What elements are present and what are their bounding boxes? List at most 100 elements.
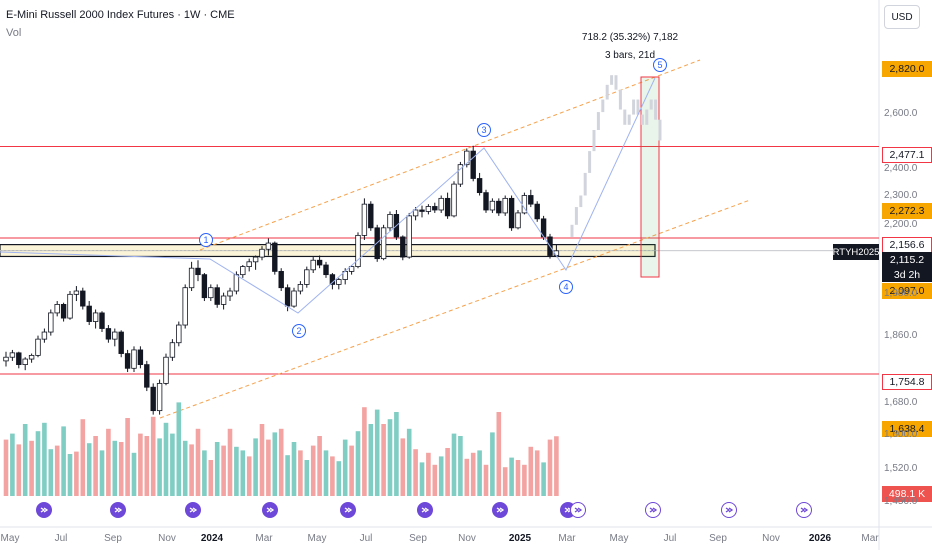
projection-candle (654, 99, 658, 120)
candle-body (73, 290, 80, 295)
volume-bar (278, 428, 284, 496)
volume-bar (406, 428, 412, 496)
dividend-event-icon[interactable] (721, 502, 737, 518)
candle-body (259, 248, 265, 258)
volume-bar (259, 424, 265, 496)
candle-body (316, 259, 323, 266)
volume-bar (214, 442, 220, 496)
candle-body (425, 206, 432, 212)
volume-bar (29, 440, 34, 496)
price-tag: 2,156.6 (882, 237, 932, 253)
volume-bar (266, 439, 271, 496)
volume-bar (387, 419, 393, 496)
time-axis-label: Jul (54, 533, 68, 544)
price-axis-label: 1,680.0 (884, 397, 918, 408)
price-axis-label: 1,980.0 (884, 288, 918, 299)
volume-bar (522, 464, 527, 496)
dividend-event-icon[interactable] (36, 502, 52, 518)
time-axis-label: Mar (861, 533, 879, 544)
candle-body (156, 382, 163, 412)
volume-bar (490, 432, 495, 496)
dividend-event-icon[interactable] (417, 502, 433, 518)
channel-lower-line (159, 199, 751, 419)
wave-label-2: 2 (292, 324, 306, 338)
projection-candle (610, 75, 614, 85)
volume-bar (483, 464, 489, 496)
volume-bar (16, 444, 22, 496)
candle-body (195, 267, 201, 276)
candle-body (124, 353, 131, 369)
volume-bar (502, 467, 508, 496)
projection-candle (649, 99, 653, 110)
price-axis-label: 2,400.0 (884, 163, 918, 174)
volume-bar (464, 458, 470, 496)
candle-body (432, 206, 438, 211)
price-axis-label: 1,450.0 (884, 496, 918, 507)
time-axis-label: 2025 (508, 533, 532, 544)
time-axis-label: Nov (158, 533, 176, 544)
candle-body (214, 287, 220, 305)
currency-button[interactable]: USD (884, 5, 920, 29)
dividend-event-icon[interactable] (796, 502, 812, 518)
candle-body (105, 328, 112, 340)
candle-body (3, 356, 9, 362)
volume-bar (554, 436, 559, 496)
candle-body (412, 209, 419, 217)
volume-bar (419, 462, 425, 496)
price-axis-label: 1,860.0 (884, 330, 918, 341)
volume-bar (336, 461, 342, 496)
volume-bar (61, 426, 66, 496)
candle-body (246, 261, 252, 267)
candle-body (534, 203, 540, 220)
candle-body (144, 364, 150, 388)
dividend-event-icon[interactable] (492, 502, 508, 518)
candle-body (355, 234, 361, 267)
volume-bar (125, 418, 130, 496)
candle-body (284, 287, 291, 307)
candle-body (54, 304, 60, 314)
candle-body (464, 150, 470, 166)
volume-bar (509, 457, 514, 496)
elliott-wave-path (0, 77, 656, 314)
dividend-event-icon[interactable] (645, 502, 661, 518)
dividend-event-icon[interactable] (262, 502, 278, 518)
candle-body (483, 192, 489, 211)
candle-body (419, 209, 425, 212)
price-tag: 498.1 K (882, 486, 932, 502)
projection-candle (623, 109, 627, 125)
volume-bar (176, 402, 182, 496)
channel-upper-line (199, 59, 701, 251)
volume-bar (400, 438, 406, 496)
candle-body (99, 312, 105, 329)
projection-candle (658, 119, 662, 141)
dividend-event-icon[interactable] (185, 502, 201, 518)
time-axis-label: May (609, 533, 629, 544)
price-tag: 2,272.3 (882, 203, 932, 219)
candle-body (131, 349, 137, 369)
volume-bar (227, 428, 233, 496)
projection-candle (601, 99, 605, 113)
volume-bar (394, 412, 399, 496)
projection-candle (618, 89, 622, 110)
price-axis-label: 1,600.0 (884, 429, 918, 440)
volume-bar (528, 446, 534, 496)
candle-body (438, 197, 444, 211)
dividend-event-icon[interactable] (110, 502, 126, 518)
candle-body (67, 293, 73, 319)
volume-bar (458, 436, 463, 496)
time-axis-label: Nov (458, 533, 476, 544)
volume-bar (534, 450, 540, 496)
candle-body (118, 331, 124, 354)
wave-label-4: 4 (559, 280, 573, 294)
candle-body (380, 227, 387, 260)
volume-bar (438, 456, 444, 496)
candle-body (291, 290, 297, 307)
wave-label-1: 1 (199, 233, 213, 247)
volume-bar (272, 432, 278, 496)
measure-bars-text: 3 bars, 21d (604, 50, 656, 61)
dividend-event-icon[interactable] (570, 502, 586, 518)
ticker-symbol-badge: RTYH2025 (833, 244, 879, 260)
dividend-event-icon[interactable] (340, 502, 356, 518)
candle-body (444, 197, 451, 217)
